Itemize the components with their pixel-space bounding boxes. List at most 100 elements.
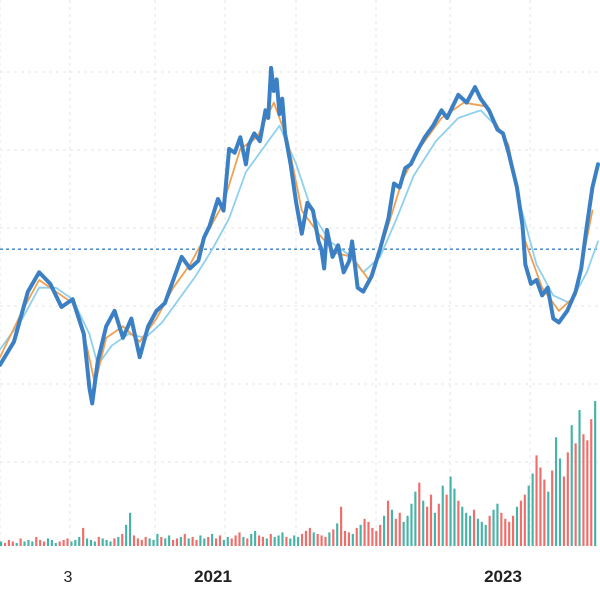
volume-bar: [578, 410, 581, 546]
volume-bar: [121, 533, 124, 546]
volume-bar: [82, 527, 85, 546]
volume-bar: [312, 532, 315, 546]
volume-bar: [11, 541, 14, 546]
grid: [0, 0, 600, 548]
volume-bar: [265, 538, 268, 546]
volume-bar: [3, 542, 7, 546]
volume-bar: [390, 509, 393, 546]
volume-bar: [117, 536, 120, 546]
volume-bar: [85, 538, 89, 546]
volume-bar: [562, 476, 565, 546]
volume-bar: [164, 538, 167, 546]
volume-bar: [293, 535, 296, 546]
volume-bar: [222, 539, 225, 546]
volume-bar: [547, 491, 550, 546]
volume-bar: [46, 538, 50, 546]
volume-bar: [62, 539, 65, 546]
volume-bar: [218, 535, 222, 546]
volume-bar: [496, 503, 499, 546]
volume-bar: [480, 521, 483, 546]
volume-bar: [254, 530, 257, 546]
volume-bar: [359, 524, 362, 546]
volume-bar: [543, 479, 546, 546]
volume-bar: [594, 401, 597, 546]
volume-bar: [297, 536, 300, 546]
volume-bar: [160, 536, 163, 546]
volume-bar: [500, 512, 503, 546]
volume-bar: [566, 452, 569, 546]
volume-bar: [261, 536, 265, 546]
volume-bar: [590, 419, 593, 546]
volume-bar: [148, 538, 151, 546]
volume-bar: [519, 500, 522, 546]
volume-bar: [179, 536, 182, 546]
volume-bar: [19, 538, 22, 546]
volume-bar: [570, 425, 573, 546]
volume-bar: [113, 538, 116, 546]
volume-bar: [340, 506, 343, 546]
volume-bar: [386, 500, 390, 546]
volume-bar: [531, 473, 534, 546]
volume-bar: [406, 515, 409, 546]
volume-bar: [101, 538, 104, 546]
volume-bar: [211, 533, 214, 546]
volume-bar: [558, 458, 562, 546]
volume-bar: [195, 539, 198, 546]
volume-bar: [433, 512, 436, 546]
volume-bar: [469, 515, 472, 546]
volume-bar: [289, 538, 292, 546]
volume-bar: [42, 541, 46, 546]
volume-bar: [238, 532, 241, 546]
volume-bar: [320, 535, 323, 546]
volume-bar: [285, 536, 288, 546]
volume-bar: [136, 538, 139, 546]
volume-bar: [207, 536, 210, 546]
volume-bar: [50, 539, 53, 546]
volume-bar: [402, 521, 405, 546]
volume-bar: [234, 535, 237, 546]
volume-bar: [242, 536, 245, 546]
volume-bar: [328, 532, 331, 546]
volume-bar: [308, 527, 311, 546]
volume-bar: [140, 539, 143, 546]
x-tick-label-0: 3: [64, 569, 73, 586]
volume-bar: [7, 539, 10, 546]
volume-bar: [449, 476, 452, 546]
volume-bar: [371, 527, 374, 546]
volume-bar: [539, 467, 542, 546]
volume-bar: [175, 538, 179, 546]
volume-bar: [523, 494, 526, 546]
volume-bar: [586, 440, 589, 546]
volume-bar: [574, 443, 577, 546]
volume-bar: [132, 535, 136, 546]
volume-bar: [125, 524, 128, 546]
volume-bar: [128, 512, 132, 546]
volume-bar: [375, 530, 378, 546]
volume-bar: [246, 538, 249, 546]
x-tick-label-1: 2021: [194, 567, 232, 586]
moving-average-short-line: [0, 101, 594, 386]
price-series: [0, 65, 600, 406]
volume-bar: [93, 541, 96, 546]
volume-bar: [15, 542, 18, 546]
volume-bar: [453, 488, 456, 546]
volume-bar: [66, 538, 69, 546]
volume-bar: [551, 470, 554, 546]
volume-bar: [171, 539, 175, 546]
volume-bar: [343, 530, 347, 546]
volume-bar: [535, 455, 538, 546]
volume-bar: [414, 491, 417, 546]
volume-bar: [74, 539, 77, 546]
volume-bars: [0, 401, 597, 546]
volume-bar: [527, 485, 530, 546]
volume-bar: [422, 500, 425, 546]
volume-bar: [512, 515, 515, 546]
volume-bar: [269, 533, 272, 546]
volume-bar: [54, 542, 57, 546]
volume-bar: [27, 539, 30, 546]
volume-bar: [273, 536, 276, 546]
volume-bar: [418, 482, 421, 546]
volume-bar: [394, 518, 397, 546]
